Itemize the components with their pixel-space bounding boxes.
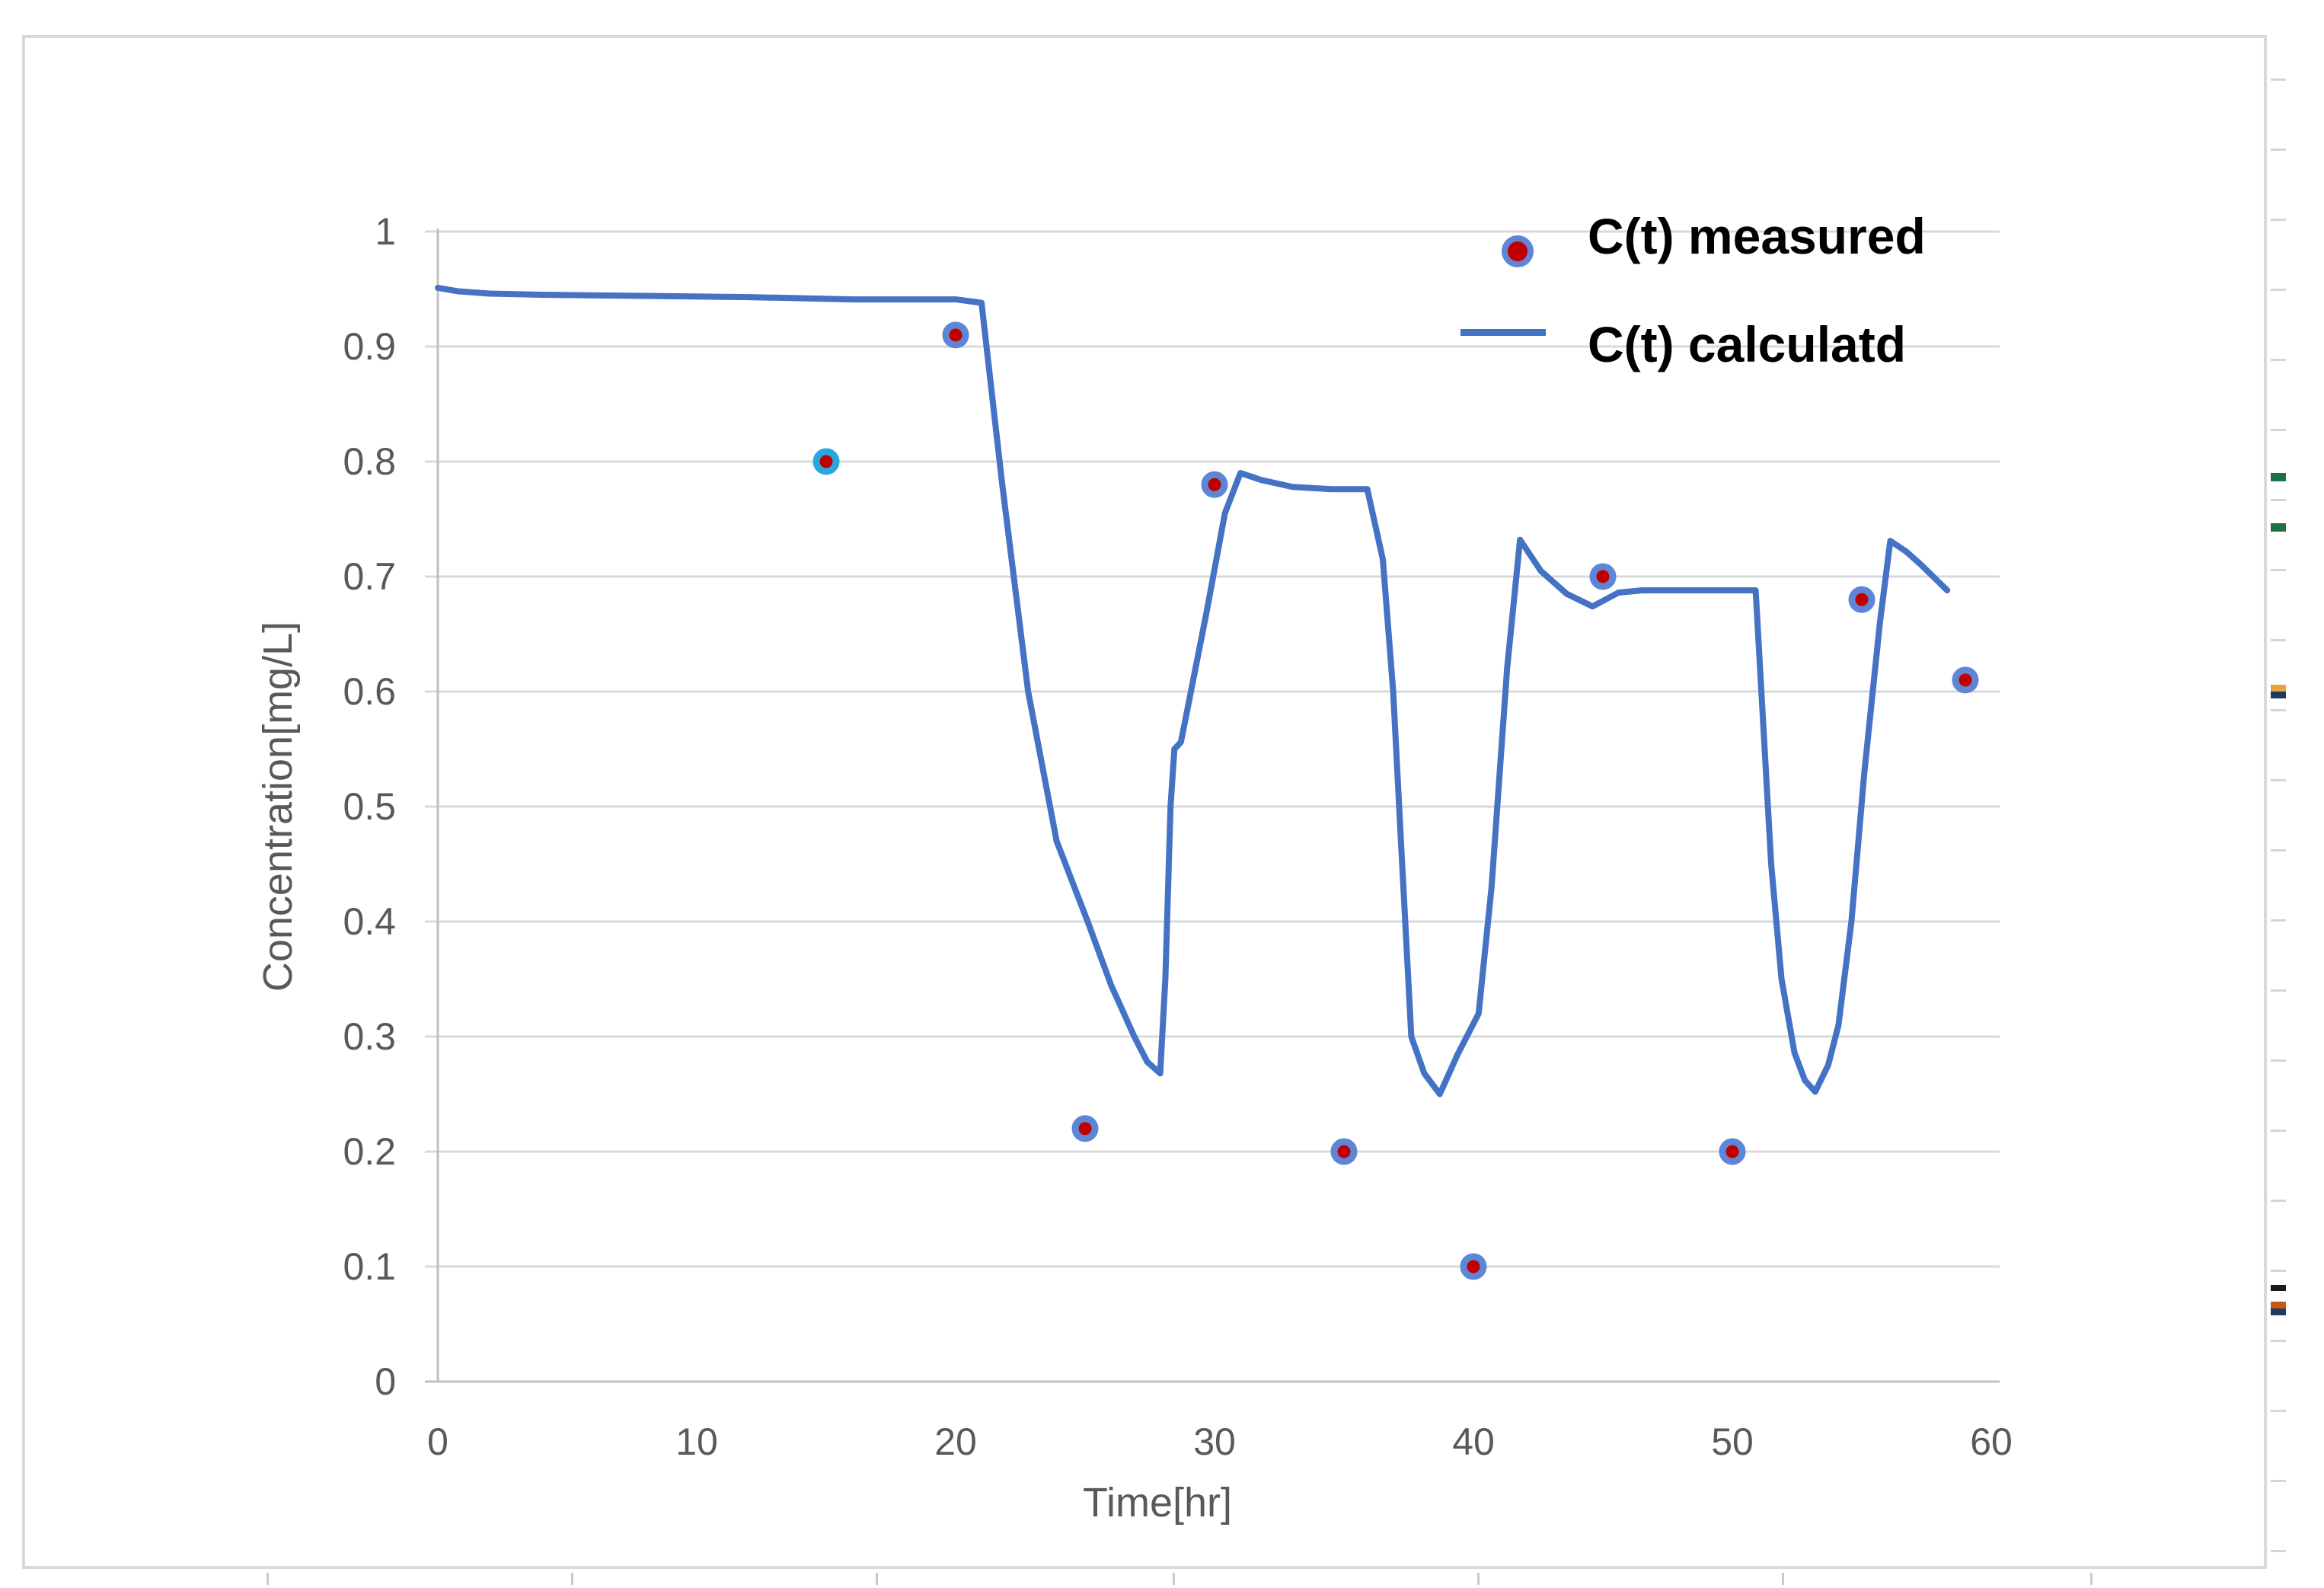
edge-mark xyxy=(2271,1308,2286,1315)
edge-mark xyxy=(2271,523,2286,532)
measured-point[interactable] xyxy=(1330,1138,1358,1165)
y-tick-label: 0.9 xyxy=(343,325,396,368)
sheet-column-stub xyxy=(876,1573,878,1585)
edge-mark xyxy=(2271,1302,2286,1308)
measured-point[interactable] xyxy=(1719,1138,1746,1165)
sheet-row-stub xyxy=(2271,639,2286,641)
sheet-row-stub xyxy=(2271,1129,2286,1132)
sheet-row-stub xyxy=(2271,149,2286,151)
sheet-row-stub xyxy=(2271,779,2286,781)
legend-measured-label[interactable]: C(t) measured xyxy=(1588,208,1926,264)
legend-calculated-marker-icon[interactable] xyxy=(1460,329,1546,336)
measured-point[interactable] xyxy=(1460,1253,1487,1280)
x-tick-label: 50 xyxy=(1711,1420,1754,1463)
sheet-row-stub xyxy=(2271,78,2286,81)
y-tick-label: 0.2 xyxy=(343,1130,396,1173)
y-tick-label: 0.1 xyxy=(343,1245,396,1288)
sheet-row-stub xyxy=(2271,1059,2286,1062)
y-tick-label: 0.8 xyxy=(343,440,396,483)
sheet-column-stub xyxy=(571,1573,573,1585)
sheet-row-stub xyxy=(2271,359,2286,361)
y-tick-label: 0.4 xyxy=(343,900,396,943)
y-tick-label: 0.7 xyxy=(343,555,396,598)
measured-point[interactable] xyxy=(942,321,969,349)
sheet-column-stub xyxy=(1173,1573,1175,1585)
x-axis-title: Time[hr] xyxy=(1082,1480,1233,1526)
y-tick-label: 0.6 xyxy=(343,670,396,713)
sheet-row-stub xyxy=(2271,1550,2286,1552)
legend-calculated-label[interactable]: C(t) calculatd xyxy=(1588,316,1907,372)
sheet-row-stub xyxy=(2271,499,2286,501)
y-tick-label: 0 xyxy=(375,1360,396,1403)
calculated-line[interactable] xyxy=(435,284,1951,1098)
sheet-row-stub xyxy=(2271,569,2286,571)
x-tick-label: 20 xyxy=(934,1420,977,1463)
measured-point[interactable] xyxy=(1952,666,1979,694)
sheet-row-stub xyxy=(2271,849,2286,852)
edge-mark xyxy=(2271,1285,2286,1291)
sheet-row-stub xyxy=(2271,429,2286,431)
sheet-row-stub xyxy=(2271,219,2286,221)
sheet-column-stub xyxy=(2090,1573,2093,1585)
sheet-row-stub xyxy=(2271,989,2286,992)
x-tick-label: 10 xyxy=(675,1420,718,1463)
measured-point[interactable] xyxy=(812,448,840,475)
edge-mark xyxy=(2271,473,2286,481)
sheet-row-stub xyxy=(2271,709,2286,711)
measured-point[interactable] xyxy=(1201,471,1228,498)
edge-mark xyxy=(2271,685,2286,692)
sheet-row-stub xyxy=(2271,919,2286,922)
y-tick-label: 1 xyxy=(375,210,396,253)
sheet-row-stub xyxy=(2271,1200,2286,1202)
sheet-row-stub xyxy=(2271,1410,2286,1412)
sheet-column-stub xyxy=(267,1573,269,1585)
sheet-column-stub xyxy=(1782,1573,1784,1585)
measured-point[interactable] xyxy=(1848,586,1875,613)
x-tick-label: 40 xyxy=(1452,1420,1495,1463)
chart-border[interactable] xyxy=(22,35,2267,1569)
measured-point[interactable] xyxy=(1589,563,1617,590)
y-tick-label: 0.3 xyxy=(343,1015,396,1058)
edge-mark xyxy=(2271,692,2286,698)
y-tick-label: 0.5 xyxy=(343,785,396,828)
legend-measured-marker-icon[interactable] xyxy=(1502,235,1534,267)
y-axis-title: Concentration[mg/L] xyxy=(255,621,301,992)
measured-point[interactable] xyxy=(1071,1115,1099,1142)
sheet-row-stub xyxy=(2271,1270,2286,1272)
x-tick-label: 30 xyxy=(1193,1420,1236,1463)
sheet-row-stub xyxy=(2271,1340,2286,1342)
x-tick-label: 0 xyxy=(427,1420,449,1463)
sheet-row-stub xyxy=(2271,289,2286,291)
sheet-row-stub xyxy=(2271,1480,2286,1482)
x-tick-label: 60 xyxy=(1970,1420,2013,1463)
sheet-column-stub xyxy=(1477,1573,1480,1585)
